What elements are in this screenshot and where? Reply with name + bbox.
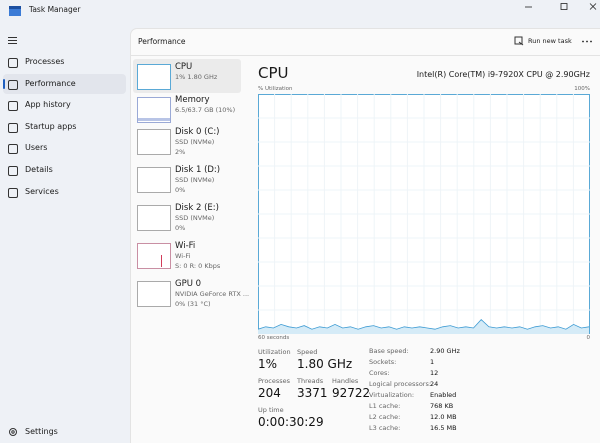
spec-label: Logical processors: [369, 380, 432, 388]
window-controls[interactable] [510, 0, 600, 14]
device-detail: 2% [175, 147, 186, 156]
device-name[interactable]: Disk 2 (E:) [175, 203, 219, 213]
spec-value: 12.0 MB [430, 413, 457, 421]
stat-label: Processes [258, 377, 291, 385]
device-name[interactable]: Wi-Fi [175, 241, 196, 251]
spec-value: 16.5 MB [430, 424, 457, 432]
device-detail: SSD (NVMe) [175, 138, 215, 146]
app-icon [9, 6, 21, 16]
x-axis-label: 60 seconds [258, 335, 290, 341]
stat-label: Threads [297, 377, 324, 385]
device-name[interactable]: GPU 0 [175, 279, 202, 289]
window-title: Task Manager [29, 5, 81, 14]
y-max-label: 100% [574, 86, 590, 92]
run-task-icon [514, 36, 524, 46]
divider [131, 55, 600, 56]
x-min-label: 0 [586, 335, 591, 341]
nav-icon [8, 122, 18, 133]
stat-value: 0:00:30:29 [258, 415, 324, 429]
spec-value: 1 [430, 358, 435, 366]
spec-label: Base speed: [369, 347, 409, 355]
spec-label: Cores: [369, 369, 390, 377]
run-new-task-button[interactable]: Run new task [528, 37, 572, 45]
nav-item[interactable]: Details [25, 165, 53, 174]
nav-item[interactable]: Services [25, 187, 59, 196]
nav-icon [8, 143, 18, 154]
more-button[interactable] [581, 39, 593, 44]
device-detail: S: 0 R: 0 Kbps [175, 261, 221, 270]
nav-icon [8, 100, 18, 111]
device-name[interactable]: Memory [175, 95, 210, 105]
nav-item[interactable]: App history [25, 100, 71, 109]
nav-item[interactable]: Startup apps [25, 122, 77, 131]
panel-title: CPU [258, 64, 289, 82]
stat-value: 204 [258, 386, 281, 400]
device-detail: 1% 1.80 GHz [175, 73, 218, 81]
spec-label: L3 cache: [369, 424, 401, 432]
stat-label: Handles [332, 377, 359, 385]
device-thumbnail [137, 243, 171, 269]
settings-link[interactable]: Settings [25, 427, 58, 436]
nav-indicator [3, 79, 5, 89]
spec-label: L2 cache: [369, 413, 401, 421]
spec-label: Virtualization: [369, 391, 415, 399]
device-detail: 0% [175, 223, 186, 232]
nav-icon [8, 79, 18, 90]
device-detail: Wi-Fi [175, 252, 191, 260]
device-detail: 0% (31 °C) [175, 299, 211, 308]
page-title: Performance [138, 37, 186, 46]
device-thumbnail [137, 205, 171, 231]
spec-label: L1 cache: [369, 402, 401, 410]
device-thumbnail [137, 64, 171, 90]
menu-button[interactable] [7, 36, 19, 46]
device-thumbnail [137, 167, 171, 193]
spec-value: Enabled [430, 391, 457, 399]
device-name[interactable]: Disk 1 (D:) [175, 165, 221, 175]
device-detail: SSD (NVMe) [175, 214, 215, 222]
nav-item[interactable]: Processes [25, 57, 65, 66]
cpu-model: Intel(R) Core(TM) i9-7920X CPU @ 2.90GHz [416, 70, 590, 79]
y-axis-label: % Utilization [258, 86, 293, 92]
utilization-area [258, 319, 589, 334]
device-detail: SSD (NVMe) [175, 176, 215, 184]
device-detail: 6.5/63.7 GB (10%) [175, 106, 236, 114]
stat-value: 92722 [332, 386, 371, 400]
nav-selection [3, 74, 126, 94]
spec-value: 768 KB [430, 402, 454, 410]
nav-icon [8, 187, 18, 198]
stat-label: Utilization [258, 348, 291, 356]
stat-label: Up time [258, 406, 284, 414]
memory-fill [138, 118, 170, 121]
spec-label: Sockets: [369, 358, 397, 366]
spec-value: 24 [430, 380, 439, 388]
utilization-graph [258, 94, 590, 334]
stat-value: 3371 [297, 386, 328, 400]
settings-icon [9, 428, 17, 436]
stat-value: 1% [258, 357, 278, 371]
stat-value: 1.80 GHz [297, 357, 353, 371]
device-detail: NVIDIA GeForce RTX ... [175, 290, 250, 298]
device-name[interactable]: Disk 0 (C:) [175, 127, 220, 137]
device-thumbnail [137, 281, 171, 307]
nav-icon [8, 165, 18, 176]
device-name[interactable]: CPU [175, 62, 193, 72]
nav-item[interactable]: Users [25, 143, 48, 152]
nav-icon [8, 57, 18, 68]
utilization-line [258, 319, 590, 330]
spec-value: 2.90 GHz [430, 347, 460, 355]
device-detail: 0% [175, 185, 186, 194]
stat-label: Speed [297, 348, 318, 356]
device-thumbnail [137, 129, 171, 155]
wifi-spike [161, 255, 162, 267]
nav-item[interactable]: Performance [25, 79, 76, 88]
spec-value: 12 [430, 369, 439, 377]
